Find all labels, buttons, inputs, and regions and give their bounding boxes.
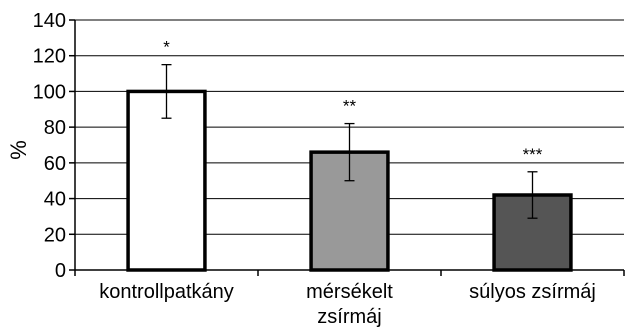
y-tick-label: 40	[44, 189, 66, 211]
category-label: zsírmáj	[317, 306, 381, 328]
significance-label: ***	[523, 145, 543, 164]
y-tick-label: 100	[33, 81, 66, 103]
category-label: súlyos zsírmáj	[469, 281, 596, 303]
category-label: mérsékelt	[306, 281, 393, 303]
y-ticks: 0 20 40 60 80 100 120 140	[33, 10, 75, 282]
y-tick-label: 60	[44, 153, 66, 175]
y-tick-label: 80	[44, 117, 66, 139]
y-tick-label: 20	[44, 224, 66, 246]
bar	[492, 193, 573, 272]
category-label: kontrollpatkány	[99, 281, 234, 303]
category-labels: kontrollpatkány mérsékelt zsírmáj súlyos zs…	[99, 281, 596, 328]
y-tick-label: 0	[55, 260, 66, 282]
y-tick-label: 140	[33, 10, 66, 32]
significance-label: *	[163, 38, 170, 57]
y-axis-label: %	[6, 140, 31, 160]
significance-label: **	[343, 97, 357, 116]
bar	[126, 89, 207, 272]
y-tick-label: 120	[33, 46, 66, 68]
bars: ******	[126, 38, 573, 272]
